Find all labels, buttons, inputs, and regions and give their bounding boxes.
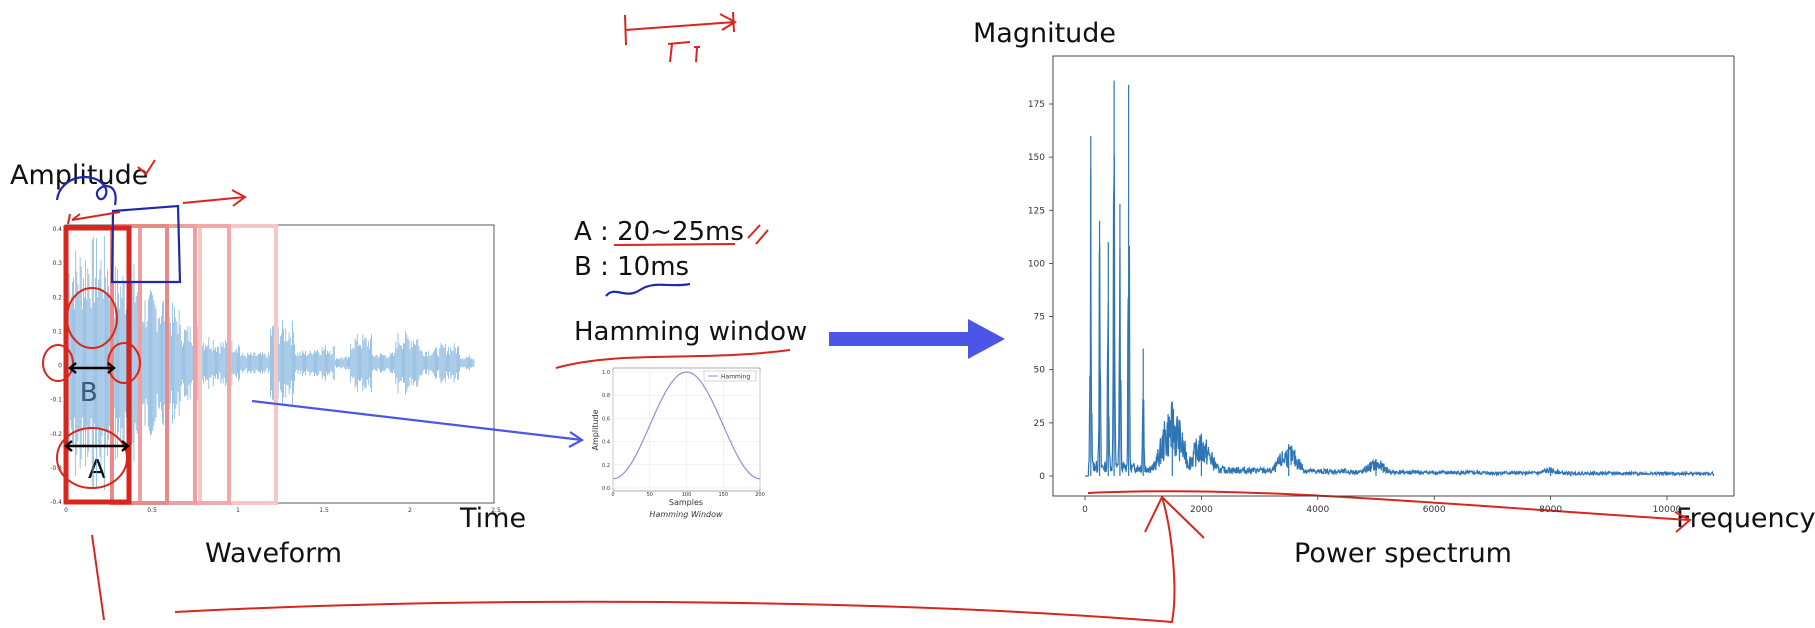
marker-a-arrow [64,440,130,452]
waveform-ytick: -0.1 [50,397,62,404]
hamming-xtick: 50 [647,492,653,498]
waveform-xtick: 2 [408,507,412,514]
hamming-ytick: 0.6 [602,416,610,422]
note-b: B : 10ms [574,252,690,282]
hamming-ytick: 0.8 [602,393,610,399]
frame-window-2 [110,224,169,505]
waveform-to-hamming-arrow [251,399,585,448]
hamming-ytick: 0.4 [602,440,610,446]
b-value-underline [605,282,691,297]
red-circle-4 [56,427,128,489]
hamming-xtick: 200 [755,492,765,498]
amplitude-label: Amplitude [10,160,149,191]
blue-box-scribble [110,204,182,284]
time-label: Time [460,503,527,534]
waveform-xtick: 1.5 [319,507,329,514]
hamming-xtick: 150 [718,492,728,498]
waveform-xtick: 2.5 [491,507,501,514]
a-value-underline [613,243,736,246]
red-circle-2 [42,344,74,382]
hamming-xtick: 100 [682,492,692,498]
waveform-ytick: 0.4 [52,226,62,233]
spectrum-xtick: 2000 [1190,505,1213,515]
spectrum-ytick: 175 [1028,100,1045,110]
hamming-ytick: 1.0 [602,370,610,376]
hamming-caption: Hamming Window [649,510,723,519]
frequency-label: Frequency [1676,503,1815,534]
spectrum-ytick: 25 [1034,419,1045,429]
frame-window-5 [198,224,278,505]
hamming-xlabel: Samples [669,498,703,507]
hamming-underline [555,349,791,369]
to-spectrum-arrow [829,319,1005,359]
hamming-ylabel: Amplitude [591,409,600,450]
hamming-ytick: 0.2 [602,463,610,469]
spectrum-ytick: 100 [1028,259,1045,269]
waveform-ytick: -0.2 [50,431,62,438]
note-a: A : 20~25ms [574,217,744,247]
blue-loop-scribble [55,176,117,206]
frame-window-1 [63,225,132,505]
magnitude-label: Magnitude [973,18,1117,49]
spectrum-ytick: 0 [1039,472,1045,482]
hamming-title: Hamming window [574,317,808,347]
ft-arrow [624,11,738,46]
waveform-ytick: 0.2 [52,294,62,301]
waveform-ytick: 0.1 [52,328,62,335]
spectrum-xtick: 6000 [1423,505,1446,515]
spectrum-xtick: 10000 [1653,505,1682,515]
hamming-curve [612,371,761,480]
red-bracket-top [67,211,121,225]
hamming-ytick: 0.0 [602,486,610,492]
red-long-curve [174,495,1205,624]
a-value-marks [747,224,769,245]
marker-b-arrow [68,362,116,374]
waveform-title: Waveform [205,538,343,569]
red-circle-1 [66,287,118,349]
red-check [137,159,156,176]
spectrum-ytick: 50 [1034,366,1046,376]
red-line-down [91,534,105,621]
spectrum-line [1085,154,1714,477]
spectrum-ytick: 75 [1034,313,1045,323]
waveform-xtick: 0.5 [147,507,157,514]
red-freq-underline [1087,490,1692,533]
ft-scribble [667,41,700,63]
red-arrow-top [182,189,247,207]
waveform-ytick: 0.3 [52,260,62,267]
waveform-ytick: -0.3 [50,465,62,472]
hamming-legend: Hamming [721,374,750,381]
spectrum-xtick: 8000 [1539,505,1562,515]
waveform-ytick: 0 [58,363,62,370]
spectrum-xtick: 0 [1082,505,1088,515]
spectrum-xtick: 4000 [1306,505,1329,515]
hamming-xtick: 0 [611,492,614,498]
waveform-xtick: 0 [64,507,68,514]
waveform-xtick: 1 [236,507,240,514]
spectrum-ytick: 150 [1028,153,1045,163]
waveform-ytick: -0.4 [50,499,62,506]
spectrum-ytick: 125 [1028,206,1045,216]
spectrum-title: Power spectrum [1294,538,1512,569]
